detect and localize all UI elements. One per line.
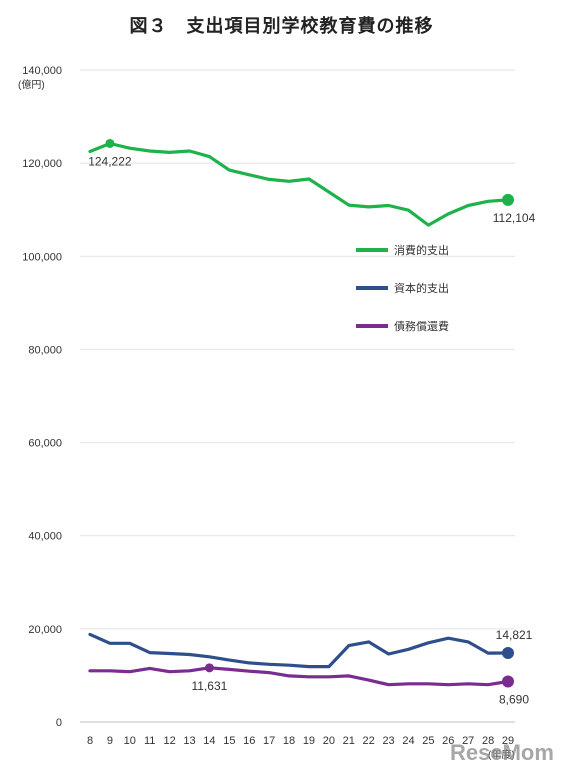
gridlines [80,69,515,723]
x-tick-label: 29 [502,735,514,747]
series-line-2 [88,632,510,669]
x-tick-label: 28 [482,735,494,747]
y-axis-unit: (億円) [18,78,45,91]
x-tick-label: 13 [183,735,195,747]
y-tick-label: 60,000 [28,438,62,450]
x-tick-label: 25 [422,735,434,747]
data-point-marker [204,663,214,673]
y-tick-label: 140,000 [22,65,62,77]
data-point-marker [502,193,514,206]
x-tick-label: 9 [107,735,113,747]
x-tick-label: 17 [263,735,275,747]
series-lines [88,141,510,687]
legend-label: 消費的支出 [394,243,449,257]
x-tick-label: 10 [124,735,136,747]
x-tick-label: 27 [462,735,474,747]
x-tick-label: 12 [163,735,175,747]
x-tick-label: 22 [363,735,375,747]
x-tick-label: 14 [203,735,215,747]
x-tick-label: 23 [382,735,394,747]
chart-title: 図３ 支出項目別学校教育費の推移 [129,16,434,37]
series-line-3 [88,666,510,687]
data-label: 11,631 [192,679,228,693]
y-tick-label: 100,000 [22,251,62,263]
x-tick-label: 15 [223,735,235,747]
data-point-marker [105,138,115,148]
y-tick-label: 40,000 [28,531,62,543]
data-label: 8,690 [499,693,529,707]
x-tick-label: 19 [303,735,315,747]
y-tick-label: 80,000 [28,344,62,356]
data-label: 112,104 [493,211,536,225]
data-point-marker [502,646,514,659]
y-tick-label: 0 [56,717,62,729]
y-axis: 0 20,000 40,000 60,000 80,000 100,000 120,000 1… [22,65,62,729]
y-tick-label: 20,000 [28,624,62,636]
legend-label: 債務償還費 [394,319,449,333]
x-tick-label: 26 [442,735,454,747]
x-tick-label: 20 [323,735,335,747]
x-tick-label: 11 [144,735,155,747]
series-line-1 [88,141,510,227]
x-axis-unit: (年度) [488,748,515,761]
x-axis: 8 9 10 11 12 13 14 15 16 17 18 19 20 21 22 23 24 25 26 27 28… [87,735,514,747]
data-point-marker [502,675,514,688]
watermark-logo: ReseMom [450,740,554,765]
x-tick-label: 16 [243,735,255,747]
x-tick-label: 18 [283,735,295,747]
annotation-markers: 124,222 112,104 14,821 11,631 8,690 [88,138,536,707]
legend-label: 資本的支出 [394,281,449,295]
x-tick-label: 24 [402,735,414,747]
x-tick-label: 8 [87,735,93,747]
data-label: 124,222 [88,154,132,168]
y-tick-label: 120,000 [22,158,62,170]
x-tick-label: 21 [343,735,355,747]
data-label: 14,821 [496,628,533,642]
